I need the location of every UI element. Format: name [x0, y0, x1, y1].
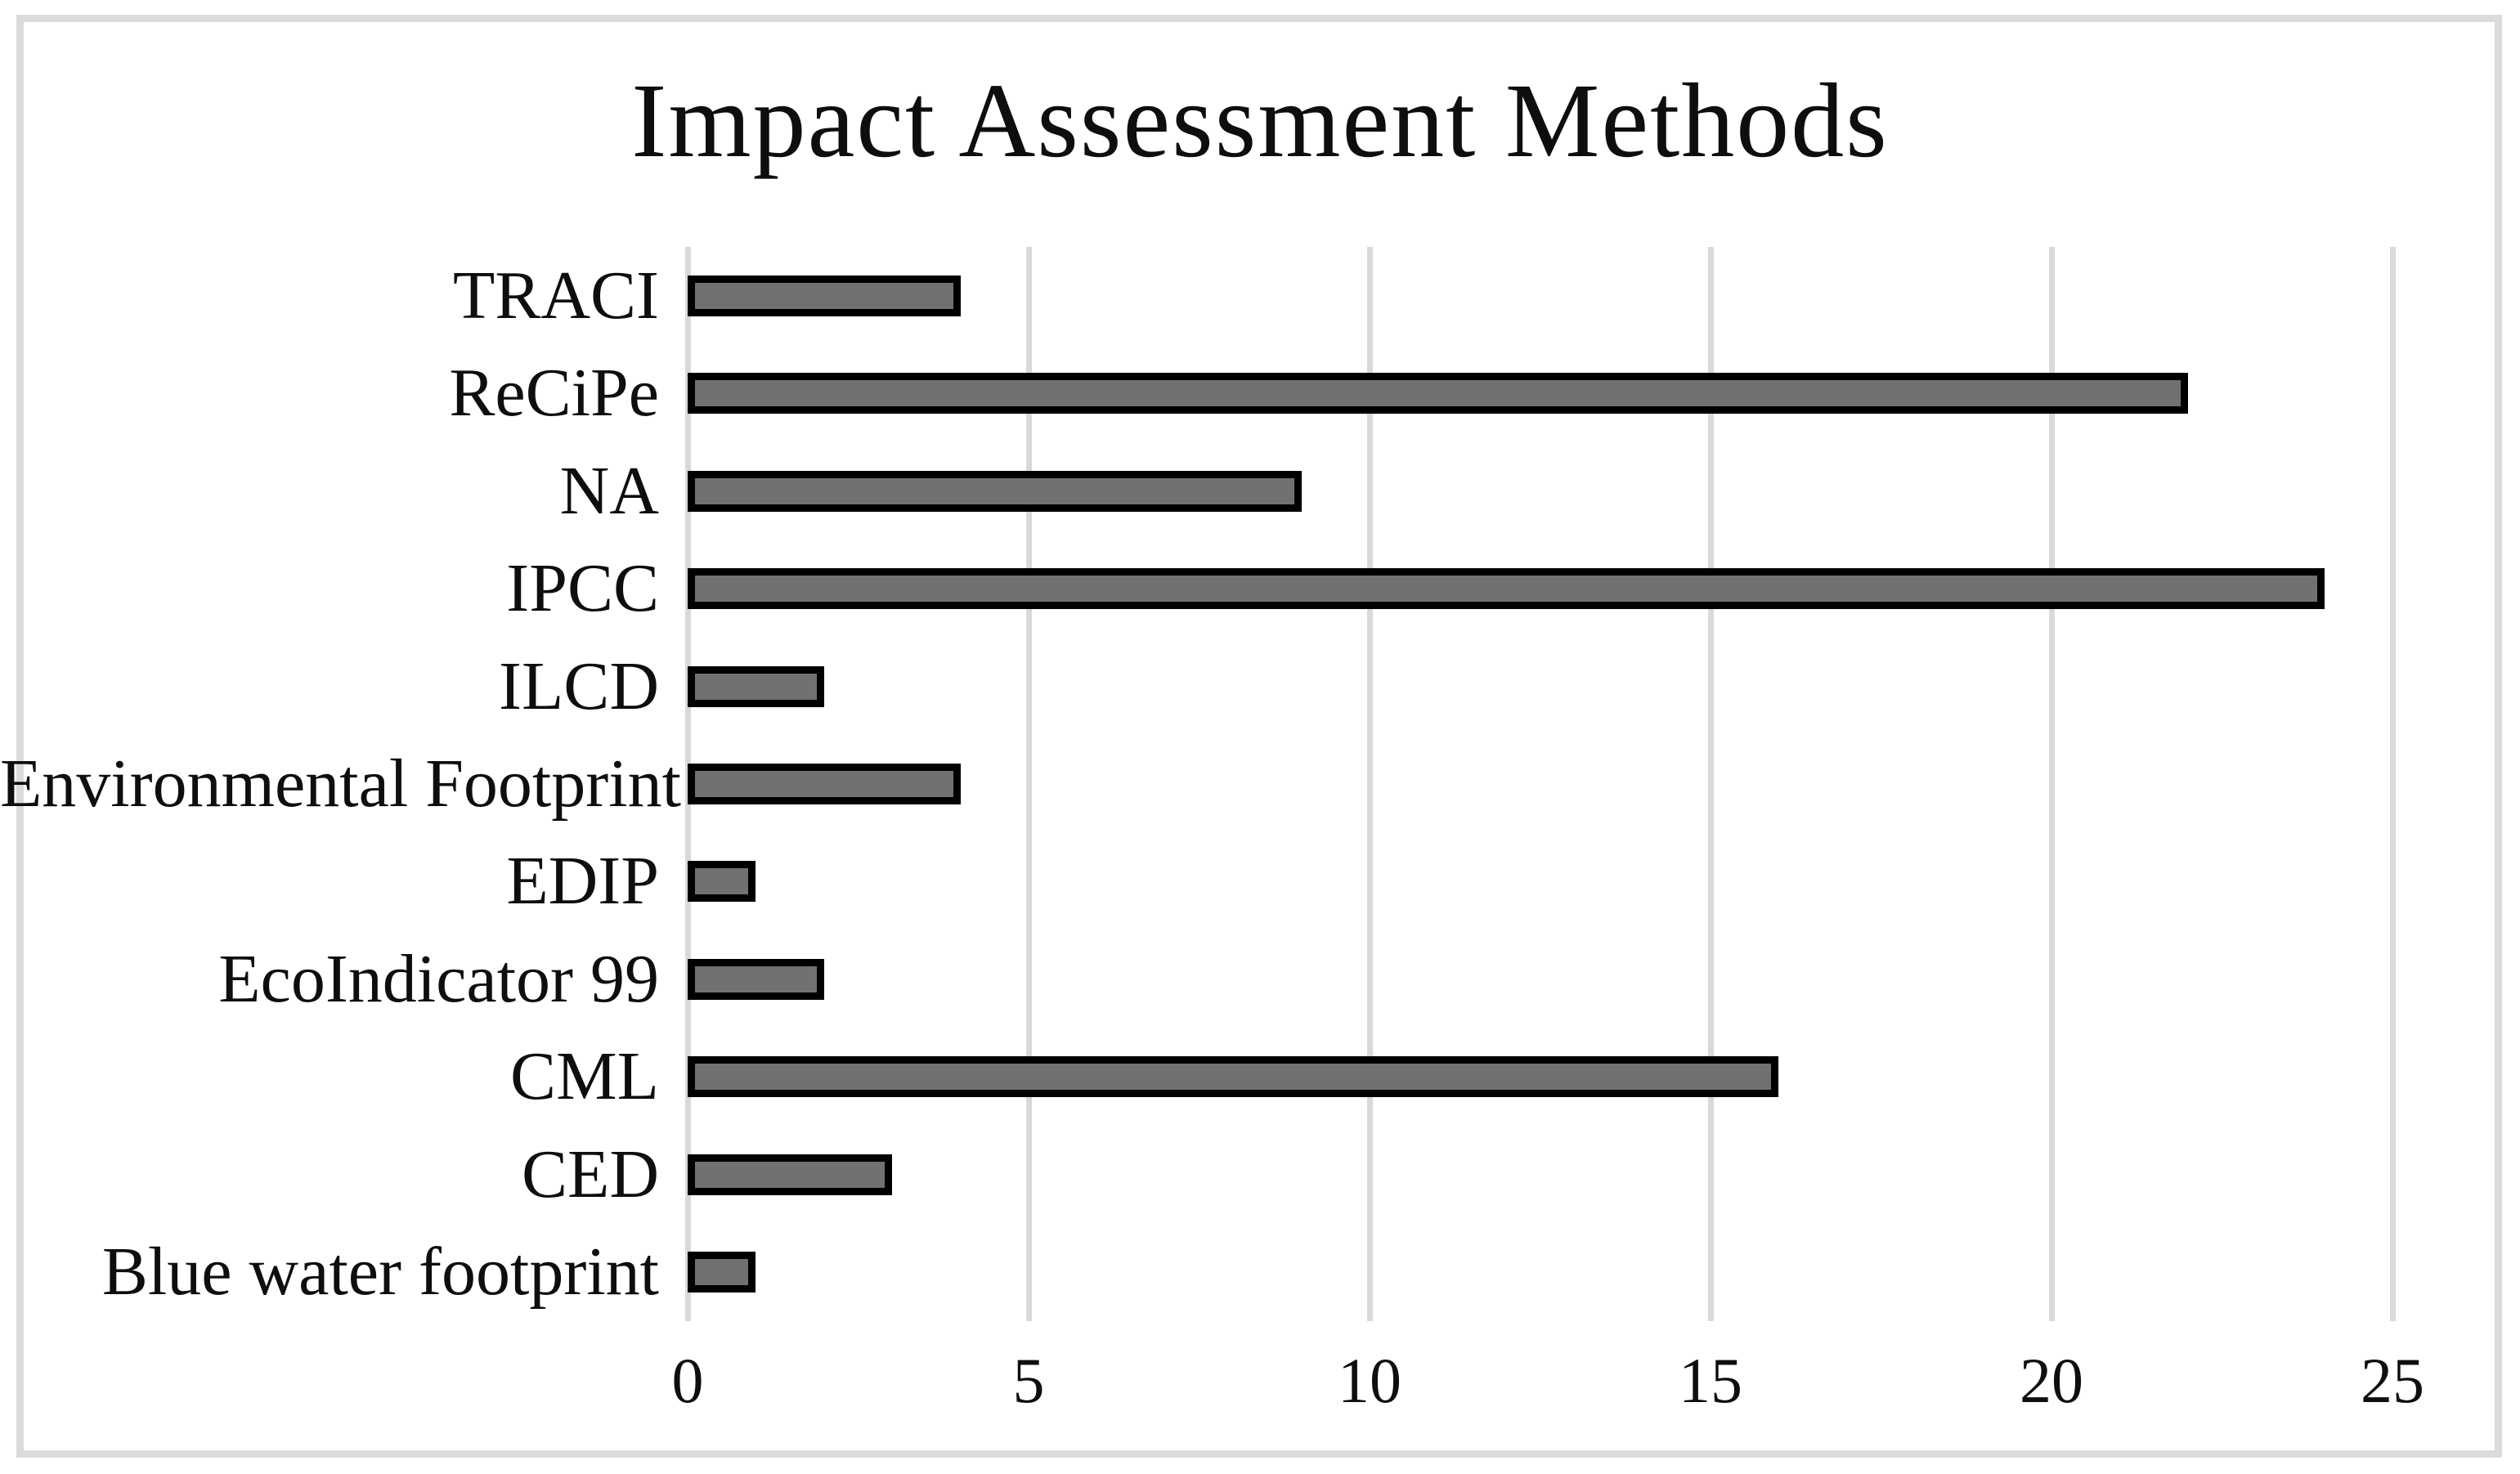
- category-label-ipcc: IPCC: [506, 550, 659, 627]
- category-label-ced: CED: [522, 1136, 659, 1212]
- bar-blue-water-footprint: [688, 1252, 756, 1293]
- gridline-x-20: [2048, 247, 2055, 1321]
- x-tick-label-10: 10: [1338, 1345, 1401, 1416]
- bar-ced: [688, 1154, 893, 1195]
- category-label-na: NA: [559, 452, 659, 529]
- category-label-ecoindicator-99: EcoIndicator 99: [218, 940, 659, 1017]
- bar-ipcc: [688, 568, 2325, 610]
- bar-environmental-footprint: [688, 763, 961, 804]
- category-label-edip: EDIP: [506, 843, 659, 920]
- gridline-x-10: [1366, 247, 1373, 1321]
- x-tick-label-15: 15: [1679, 1345, 1742, 1416]
- bar-ilcd: [688, 665, 824, 707]
- category-label-ilcd: ILCD: [499, 647, 659, 724]
- bar-ecoindicator-99: [688, 958, 824, 1000]
- x-tick-label-20: 20: [2020, 1345, 2083, 1416]
- x-tick-label-5: 5: [1012, 1345, 1045, 1416]
- bar-na: [688, 470, 1302, 512]
- gridline-x-15: [1707, 247, 1714, 1321]
- x-tick-label-0: 0: [671, 1345, 704, 1416]
- bar-recipe: [688, 373, 2188, 414]
- gridline-x-25: [2389, 247, 2396, 1321]
- category-label-traci: TRACI: [453, 257, 659, 334]
- category-label-blue-water-footprint: Blue water footprint: [101, 1234, 659, 1310]
- bar-edip: [688, 861, 756, 903]
- category-label-environmental-footprint: Environmental Footprint: [0, 745, 681, 822]
- bar-cml: [688, 1056, 1779, 1098]
- y-axis-labels: TRACI ReCiPe NA IPCC ILCD Environmental Footp…: [0, 247, 681, 1321]
- category-label-recipe: ReCiPe: [449, 355, 659, 432]
- bar-traci: [688, 275, 961, 316]
- plot-area: [684, 247, 2396, 1321]
- x-tick-label-25: 25: [2361, 1345, 2424, 1416]
- category-label-cml: CML: [509, 1038, 659, 1115]
- gridline-x-5: [1025, 247, 1032, 1321]
- chart-title: Impact Assessment Methods: [631, 62, 1889, 180]
